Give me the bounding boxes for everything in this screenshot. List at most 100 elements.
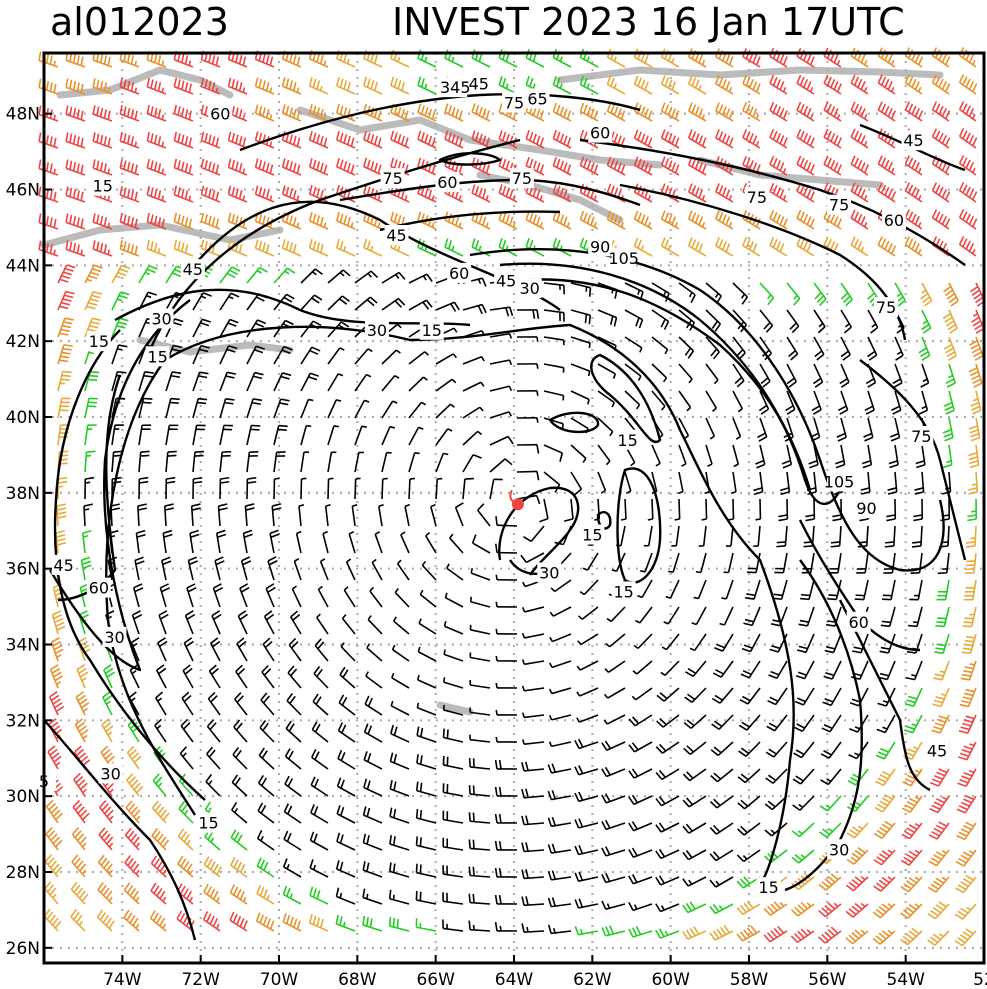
wind-barb — [736, 900, 761, 916]
wind-barb — [300, 398, 314, 419]
contour-label: 30 — [539, 563, 559, 582]
wind-barb — [728, 498, 735, 521]
wind-barb — [273, 372, 292, 392]
wind-barb — [173, 212, 194, 230]
wind-barb — [300, 451, 309, 473]
wind-barb — [660, 102, 680, 122]
wind-barb — [655, 795, 680, 807]
wind-barb — [419, 589, 437, 608]
wind-barb — [959, 687, 977, 708]
wind-barb — [189, 529, 200, 554]
lat-tick-label: 32N — [6, 711, 40, 731]
wind-barb — [442, 892, 464, 905]
wind-barb — [705, 417, 716, 440]
wind-barb — [232, 746, 248, 770]
wind-barb — [711, 714, 734, 730]
wind-barb — [265, 583, 276, 608]
contour-label: 30 — [829, 840, 849, 859]
wind-barb — [363, 184, 383, 203]
wind-barb — [873, 849, 896, 866]
wind-barb — [489, 359, 513, 366]
wind-barb — [655, 928, 680, 939]
wind-barb — [495, 601, 518, 608]
wind-barb — [80, 556, 92, 581]
wind-barb — [300, 477, 307, 500]
contour-label-bg — [180, 259, 205, 280]
wind-barb — [47, 745, 62, 770]
wind-barb — [119, 159, 140, 176]
wind-barb — [435, 301, 460, 312]
wind-barb — [582, 552, 599, 571]
wind-barb — [931, 74, 951, 95]
wind-barb — [687, 156, 707, 176]
wind-barb — [887, 471, 898, 495]
contour-label-bg — [364, 319, 389, 340]
wind-barb — [877, 155, 896, 176]
wind-barb — [308, 913, 329, 932]
wind-barb — [655, 903, 680, 913]
wind-barb — [521, 685, 545, 692]
wind-barb — [904, 155, 923, 176]
wind-barb — [903, 714, 923, 734]
wind-barb — [904, 687, 923, 707]
wind-barb — [687, 75, 707, 95]
wind-barb — [181, 691, 194, 716]
wind-barb — [894, 336, 904, 361]
wind-barb — [628, 714, 653, 727]
wind-barb — [840, 282, 853, 307]
wind-barb — [674, 498, 681, 521]
wind-barb — [956, 821, 977, 841]
wind-barb — [435, 353, 458, 365]
wind-barb — [192, 371, 209, 392]
wind-barb — [710, 741, 734, 757]
wind-barb — [231, 774, 248, 797]
wind-barb — [246, 266, 268, 284]
wind-barb — [755, 498, 762, 521]
wind-barb — [601, 819, 626, 831]
wind-barb — [283, 803, 302, 824]
wind-barb — [335, 130, 356, 149]
wind-barb — [327, 295, 350, 311]
wind-barb — [709, 876, 734, 888]
wind-barb — [495, 628, 518, 635]
wind-barb — [723, 552, 734, 574]
wind-barb — [687, 210, 707, 230]
wind-barb — [50, 637, 64, 662]
wind-barb — [207, 691, 221, 716]
wind-barb — [227, 77, 248, 95]
contour-label: 75 — [382, 169, 402, 188]
wind-barb — [146, 185, 167, 203]
wind-barb — [548, 714, 572, 721]
wind-barb — [310, 804, 329, 824]
contour-label-bg — [588, 122, 613, 143]
wind-barb — [131, 610, 143, 635]
wind-barb — [864, 390, 875, 415]
contour-label: 30 — [104, 628, 124, 647]
wind-barb — [339, 666, 356, 689]
wind-barb — [65, 159, 86, 176]
wind-barb — [242, 529, 253, 554]
contour-label-bg — [443, 77, 468, 98]
contour-label-bg — [909, 425, 934, 446]
wind-barb — [655, 875, 680, 886]
wind-barb — [495, 574, 518, 581]
wind-barb — [820, 768, 842, 786]
wind-barb — [400, 531, 410, 554]
lon-tick-label: 56W — [808, 970, 847, 989]
wind-barb — [656, 714, 680, 728]
wind-barb — [786, 282, 801, 306]
wind-barb — [237, 610, 248, 635]
wind-barb — [470, 568, 491, 581]
wind-barb — [471, 211, 491, 230]
wind-barb — [886, 498, 897, 522]
wind-barb — [920, 282, 933, 307]
wind-barb — [336, 805, 356, 824]
wind-barb — [454, 502, 464, 527]
wind-barb — [521, 869, 545, 880]
wind-barb — [389, 780, 410, 797]
wind-barb — [695, 552, 707, 574]
wind-barb — [937, 552, 950, 575]
lon-tick-label: 62W — [573, 970, 612, 989]
lon-tick-label: 64W — [495, 970, 534, 989]
wind-barb — [298, 504, 305, 527]
